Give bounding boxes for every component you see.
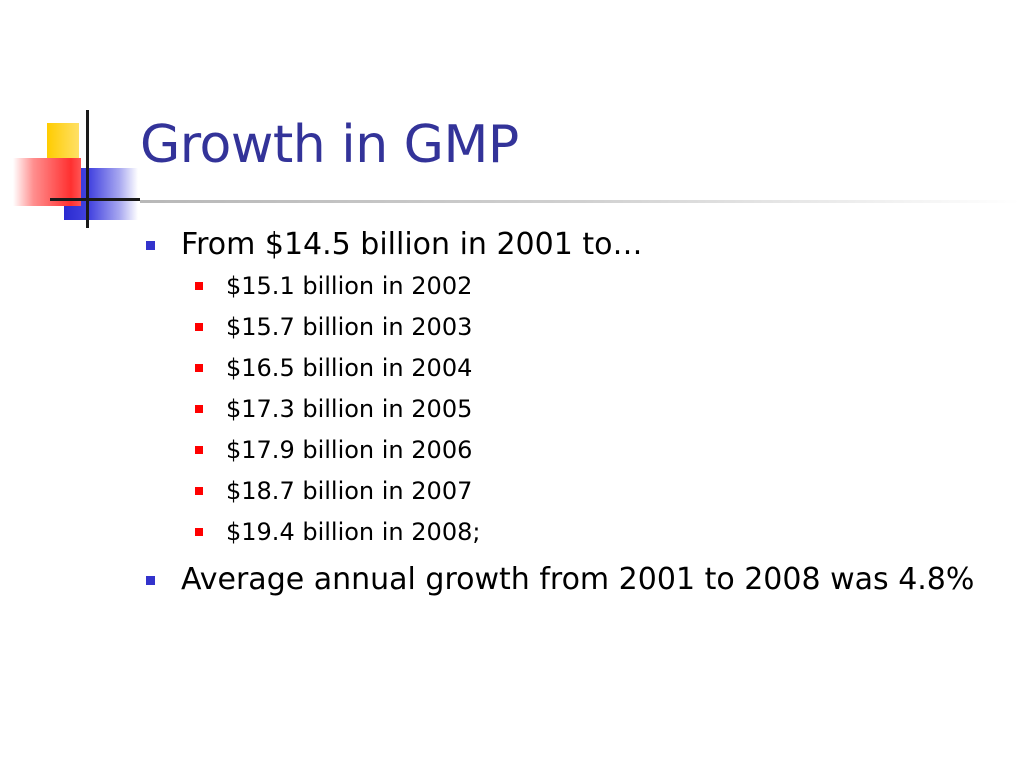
- sub-bullet-list: $15.1 billion in 2002 $15.7 billion in 2…: [140, 266, 1000, 553]
- square-bullet-icon: [195, 446, 203, 454]
- bullet-text: Average annual growth from 2001 to 2008 …: [181, 562, 975, 597]
- bullet-item: Average annual growth from 2001 to 2008 …: [140, 561, 1000, 599]
- square-bullet-icon: [195, 528, 203, 536]
- sub-bullet-item: $18.7 billion in 2007: [140, 471, 1000, 512]
- sub-bullet-item: $17.3 billion in 2005: [140, 389, 1000, 430]
- square-bullet-icon: [195, 487, 203, 495]
- yellow-square-decoration: [47, 123, 79, 161]
- sub-bullet-item: $17.9 billion in 2006: [140, 430, 1000, 471]
- title-decoration-graphic: [0, 100, 160, 230]
- square-bullet-icon: [146, 241, 155, 250]
- sub-bullet-text: $15.1 billion in 2002: [226, 272, 473, 300]
- sub-bullet-text: $17.9 billion in 2006: [226, 436, 473, 464]
- title-underline: [140, 200, 1020, 203]
- slide-content: From $14.5 billion in 2001 to… $15.1 bil…: [140, 226, 1000, 599]
- bullet-item: From $14.5 billion in 2001 to…: [140, 226, 1000, 264]
- sub-bullet-item: $15.1 billion in 2002: [140, 266, 1000, 307]
- sub-bullet-text: $16.5 billion in 2004: [226, 354, 473, 382]
- square-bullet-icon: [146, 576, 155, 585]
- horizontal-line-decoration: [50, 198, 140, 201]
- sub-bullet-text: $18.7 billion in 2007: [226, 477, 473, 505]
- square-bullet-icon: [195, 364, 203, 372]
- bullet-list: Average annual growth from 2001 to 2008 …: [140, 561, 1000, 599]
- square-bullet-icon: [195, 282, 203, 290]
- bullet-text: From $14.5 billion in 2001 to…: [181, 227, 643, 262]
- sub-bullet-item: $16.5 billion in 2004: [140, 348, 1000, 389]
- square-bullet-icon: [195, 405, 203, 413]
- sub-bullet-item: $15.7 billion in 2003: [140, 307, 1000, 348]
- bullet-list: From $14.5 billion in 2001 to…: [140, 226, 1000, 264]
- sub-bullet-item: $19.4 billion in 2008;: [140, 512, 1000, 553]
- sub-bullet-text: $15.7 billion in 2003: [226, 313, 473, 341]
- sub-bullet-text: $17.3 billion in 2005: [226, 395, 473, 423]
- square-bullet-icon: [195, 323, 203, 331]
- vertical-line-decoration: [86, 110, 89, 228]
- slide-title: Growth in GMP: [140, 115, 519, 175]
- sub-bullet-text: $19.4 billion in 2008;: [226, 518, 481, 546]
